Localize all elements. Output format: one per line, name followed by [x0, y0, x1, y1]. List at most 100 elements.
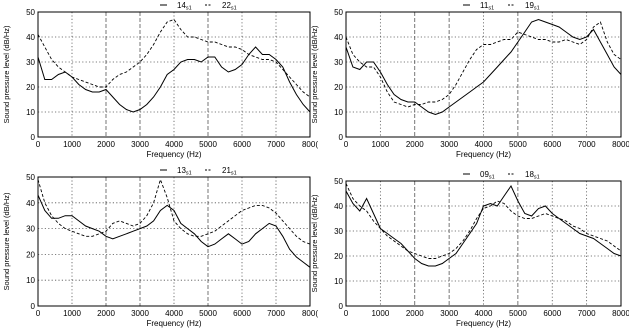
x-tick-label: 0	[344, 140, 349, 149]
y-tick-label: 30	[26, 225, 35, 234]
x-tick-label: 8000	[612, 309, 629, 318]
y-tick-label: 20	[26, 250, 35, 259]
legend-subscript: s1	[488, 6, 494, 12]
y-tick-label: 40	[334, 202, 343, 211]
x-tick-label: 2000	[97, 140, 115, 149]
x-tick-label: 4000	[165, 309, 183, 318]
x-tick-label: 6000	[233, 140, 251, 149]
legend: 11s1 19s1	[463, 1, 540, 12]
x-tick-label: 7000	[578, 309, 596, 318]
y-tick-label: 40	[26, 33, 35, 42]
chart-1: 0 1000 2000 3000 4000 5000 6000 7000 800(0 10 20 30…	[2, 1, 318, 159]
x-tick-label: 7000	[578, 140, 596, 149]
y-axis-title: Sound pressure level (dB/Hz)	[310, 25, 319, 123]
x-axis-title: Frequency (Hz)	[146, 150, 201, 159]
y-axis-title: Sound pressure level (dB/Hz)	[2, 25, 11, 123]
x-axis-title: Frequency (Hz)	[146, 319, 201, 328]
x-tick-label: 8000	[612, 140, 629, 149]
x-tick-label: 0	[36, 309, 41, 318]
y-tick-label: 20	[334, 252, 343, 261]
x-tick-label: 7000	[267, 140, 285, 149]
series-line-11	[345, 18, 622, 116]
series-line-09	[345, 184, 622, 267]
legend-label-13: 13s1	[177, 166, 192, 177]
y-tick-label: 10	[334, 108, 343, 117]
legend-label-09: 09s1	[480, 170, 495, 181]
x-tick-label: 800(	[302, 140, 318, 149]
series-line-19	[345, 21, 622, 108]
legend-label-21: 21s1	[222, 166, 237, 177]
x-tick-label: 1000	[63, 309, 81, 318]
y-tick-label: 30	[334, 58, 343, 67]
y-tick-label: 30	[26, 58, 35, 67]
legend-subscript: s1	[534, 175, 540, 181]
legend: 13s1 21s1	[160, 166, 237, 177]
x-tick-label: 5000	[509, 309, 527, 318]
chart-4: 0 1000 2000 3000 4000 5000 6000 7000 8000 0 10 20 30…	[310, 170, 629, 328]
legend-label-22: 22s1	[222, 1, 237, 12]
x-tick-label: 2000	[97, 309, 115, 318]
x-tick-label: 1000	[371, 309, 389, 318]
x-tick-label: 1000	[63, 140, 81, 149]
y-tick-label: 0	[31, 133, 36, 142]
y-tick-label: 50	[334, 8, 343, 17]
legend-label-19: 19s1	[525, 1, 540, 12]
x-tick-label: 1000	[371, 140, 389, 149]
x-tick-label: 2000	[406, 309, 424, 318]
y-tick-label: 40	[26, 199, 35, 208]
x-tick-label: 3000	[440, 309, 458, 318]
legend-subscript: s1	[186, 171, 192, 177]
x-tick-label: 4000	[165, 140, 183, 149]
y-tick-label: 50	[334, 177, 343, 186]
x-axis-title: Frequency (Hz)	[456, 319, 511, 328]
plot-area	[345, 180, 622, 307]
legend-label-14: 14s1	[177, 1, 192, 12]
chart-3: 0 1000 2000 3000 4000 5000 6000 7000 800( 0 10 20 30…	[2, 166, 318, 328]
legend-subscript: s1	[231, 6, 237, 12]
x-tick-label: 5000	[199, 309, 217, 318]
y-tick-label: 0	[339, 133, 344, 142]
y-tick-label: 40	[334, 33, 343, 42]
x-tick-label: 3000	[131, 140, 149, 149]
y-tick-label: 20	[26, 83, 35, 92]
x-axis-title: Frequency (Hz)	[456, 150, 511, 159]
series-line-22	[37, 18, 311, 98]
series-line-13	[37, 194, 311, 268]
y-tick-label: 50	[26, 173, 35, 182]
x-tick-label: 3000	[440, 140, 458, 149]
legend-subscript: s1	[231, 171, 237, 177]
x-tick-label: 7000	[267, 309, 285, 318]
y-tick-label: 50	[26, 8, 35, 17]
legend-label-18: 18s1	[525, 170, 540, 181]
x-tick-label: 0	[36, 140, 41, 149]
x-tick-label: 6000	[233, 309, 251, 318]
legend-subscript: s1	[534, 6, 540, 12]
y-axis-title: Sound pressure level (dB/Hz)	[2, 192, 11, 290]
y-tick-label: 20	[334, 83, 343, 92]
y-tick-label: 0	[31, 302, 36, 311]
plot-area	[37, 11, 311, 138]
y-tick-label: 10	[26, 276, 35, 285]
x-tick-label: 2000	[406, 140, 424, 149]
x-tick-label: 4000	[475, 309, 493, 318]
y-tick-label: 10	[26, 108, 35, 117]
legend-subscript: s1	[186, 6, 192, 12]
legend: 14s1 22s1	[160, 1, 237, 12]
x-tick-label: 800(	[302, 309, 318, 318]
x-tick-label: 3000	[131, 309, 149, 318]
x-tick-label: 6000	[543, 140, 561, 149]
y-axis-title: Sound pressure level (dB/Hz)	[310, 194, 319, 292]
x-tick-label: 0	[344, 309, 349, 318]
chart-2: 0 1000 2000 3000 4000 5000 6000 7000 8000 0 10 20 30…	[310, 1, 629, 159]
x-tick-label: 5000	[509, 140, 527, 149]
y-tick-label: 10	[334, 277, 343, 286]
y-tick-label: 30	[334, 227, 343, 236]
y-tick-label: 0	[339, 302, 344, 311]
x-tick-label: 4000	[475, 140, 493, 149]
series-line-18	[345, 183, 622, 259]
legend-label-11: 11s1	[480, 1, 494, 12]
legend: 09s1 18s1	[463, 170, 540, 181]
x-tick-label: 6000	[543, 309, 561, 318]
legend-subscript: s1	[489, 175, 495, 181]
